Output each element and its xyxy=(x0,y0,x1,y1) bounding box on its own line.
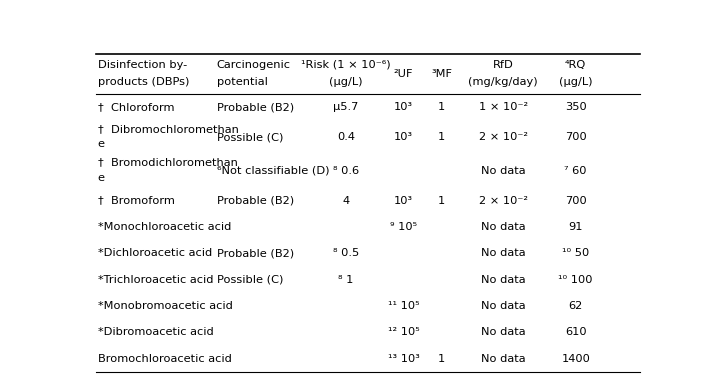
Text: 350: 350 xyxy=(565,102,587,112)
Text: *Monobromoacetic acid: *Monobromoacetic acid xyxy=(98,301,233,311)
Text: Carcinogenic: Carcinogenic xyxy=(217,60,291,70)
Text: 1: 1 xyxy=(438,132,446,142)
Text: e: e xyxy=(98,139,105,149)
Text: 0.4: 0.4 xyxy=(337,132,355,142)
Text: products (DBPs): products (DBPs) xyxy=(98,77,189,87)
Text: ²UF: ²UF xyxy=(394,69,413,79)
Text: 700: 700 xyxy=(565,132,587,142)
Text: *Monochloroacetic acid: *Monochloroacetic acid xyxy=(98,222,231,232)
Text: ¹² 10⁵: ¹² 10⁵ xyxy=(388,327,420,337)
Text: ⁸ 0.6: ⁸ 0.6 xyxy=(333,166,359,176)
Text: 700: 700 xyxy=(565,196,587,206)
Text: 10³: 10³ xyxy=(394,196,413,206)
Text: ¹¹ 10⁵: ¹¹ 10⁵ xyxy=(388,301,420,311)
Text: ¹⁰ 100: ¹⁰ 100 xyxy=(559,275,593,285)
Text: 1400: 1400 xyxy=(562,354,590,364)
Text: RfD: RfD xyxy=(492,60,513,70)
Text: (mg/kg/day): (mg/kg/day) xyxy=(469,77,538,87)
Text: 1: 1 xyxy=(438,196,446,206)
Text: ⁹ 10⁵: ⁹ 10⁵ xyxy=(390,222,417,232)
Text: No data: No data xyxy=(481,249,526,258)
Text: ⁶Not classifiable (D): ⁶Not classifiable (D) xyxy=(217,166,329,176)
Text: 1: 1 xyxy=(438,354,446,364)
Text: Probable (B2): Probable (B2) xyxy=(217,196,294,206)
Text: †  Chloroform: † Chloroform xyxy=(98,102,174,112)
Text: Probable (B2): Probable (B2) xyxy=(217,249,294,258)
Text: 91: 91 xyxy=(569,222,583,232)
Text: (μg/L): (μg/L) xyxy=(329,77,363,87)
Text: ¹⁰ 50: ¹⁰ 50 xyxy=(562,249,590,258)
Text: ³MF: ³MF xyxy=(431,69,452,79)
Text: e: e xyxy=(98,173,105,183)
Text: No data: No data xyxy=(481,354,526,364)
Text: Bromochloroacetic acid: Bromochloroacetic acid xyxy=(98,354,232,364)
Text: ⁸ 0.5: ⁸ 0.5 xyxy=(333,249,359,258)
Text: potential: potential xyxy=(217,77,268,87)
Text: †  Bromoform: † Bromoform xyxy=(98,196,175,206)
Text: 1 × 10⁻²: 1 × 10⁻² xyxy=(479,102,528,112)
Text: ⁷ 60: ⁷ 60 xyxy=(564,166,587,176)
Text: 10³: 10³ xyxy=(394,102,413,112)
Text: †  Dibromochloromethan: † Dibromochloromethan xyxy=(98,124,239,134)
Text: 62: 62 xyxy=(569,301,583,311)
Text: No data: No data xyxy=(481,275,526,285)
Text: 4: 4 xyxy=(342,196,349,206)
Text: *Dibromoacetic acid: *Dibromoacetic acid xyxy=(98,327,214,337)
Text: *Trichloroacetic acid: *Trichloroacetic acid xyxy=(98,275,213,285)
Text: ¹Risk (1 × 10⁻⁶): ¹Risk (1 × 10⁻⁶) xyxy=(301,60,391,70)
Text: 10³: 10³ xyxy=(394,132,413,142)
Text: µ5.7: µ5.7 xyxy=(333,102,359,112)
Text: (μg/L): (μg/L) xyxy=(559,77,593,87)
Text: No data: No data xyxy=(481,327,526,337)
Text: Possible (C): Possible (C) xyxy=(217,132,283,142)
Text: 610: 610 xyxy=(565,327,587,337)
Text: No data: No data xyxy=(481,301,526,311)
Text: *Dichloroacetic acid: *Dichloroacetic acid xyxy=(98,249,212,258)
Text: 2 × 10⁻²: 2 × 10⁻² xyxy=(479,132,528,142)
Text: Possible (C): Possible (C) xyxy=(217,275,283,285)
Text: 1: 1 xyxy=(438,102,446,112)
Text: †  Bromodichloromethan: † Bromodichloromethan xyxy=(98,157,238,168)
Text: ⁸ 1: ⁸ 1 xyxy=(338,275,354,285)
Text: ⁴RQ: ⁴RQ xyxy=(565,60,586,70)
Text: No data: No data xyxy=(481,166,526,176)
Text: Disinfection by-: Disinfection by- xyxy=(98,60,187,70)
Text: ¹³ 10³: ¹³ 10³ xyxy=(387,354,420,364)
Text: No data: No data xyxy=(481,222,526,232)
Text: 2 × 10⁻²: 2 × 10⁻² xyxy=(479,196,528,206)
Text: Probable (B2): Probable (B2) xyxy=(217,102,294,112)
